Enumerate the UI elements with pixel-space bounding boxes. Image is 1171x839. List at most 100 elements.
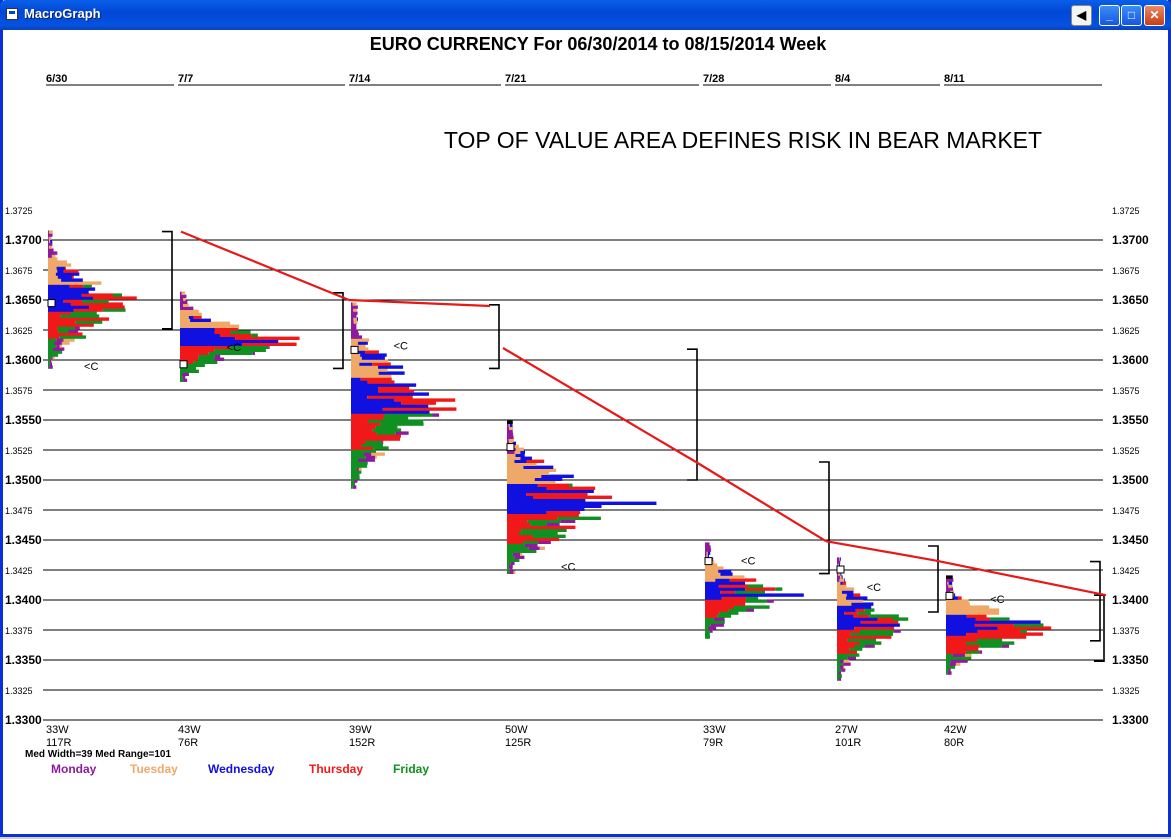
tpo-bar bbox=[720, 572, 732, 575]
tpo-bar bbox=[977, 638, 1002, 641]
tpo-bar bbox=[708, 551, 710, 554]
tpo-bar bbox=[351, 362, 359, 365]
tpo-bar bbox=[379, 371, 405, 374]
close-marker: <C bbox=[867, 582, 881, 594]
tpo-bar bbox=[180, 313, 202, 316]
tpo-bar bbox=[837, 560, 840, 563]
legend-friday: Friday bbox=[393, 762, 429, 776]
y-tick-label-right: 1.3475 bbox=[1112, 506, 1140, 516]
tpo-bar bbox=[946, 629, 978, 632]
tpo-bar bbox=[745, 587, 775, 590]
tpo-bar bbox=[384, 416, 409, 419]
tpo-bar bbox=[351, 485, 353, 488]
tpo-bar bbox=[946, 653, 952, 656]
tpo-bar bbox=[351, 455, 366, 458]
tpo-bar bbox=[50, 239, 52, 242]
tpo-bar bbox=[513, 571, 515, 574]
y-tick-label-right: 1.3350 bbox=[1112, 653, 1149, 667]
tpo-bar bbox=[70, 284, 83, 287]
tpo-bar bbox=[850, 632, 893, 635]
tpo-bar bbox=[856, 608, 865, 611]
tpo-bar bbox=[775, 587, 782, 590]
tpo-bar bbox=[351, 329, 358, 332]
tpo-bar bbox=[837, 608, 856, 611]
tpo-bar bbox=[351, 401, 401, 404]
tpo-bar bbox=[351, 305, 358, 308]
tpo-bar bbox=[837, 611, 844, 614]
tpo-bar bbox=[361, 443, 382, 446]
tpo-bar bbox=[507, 439, 509, 442]
y-tick-label-left: 1.3650 bbox=[5, 293, 42, 307]
tpo-bar bbox=[378, 365, 403, 368]
trend-line bbox=[935, 560, 1106, 595]
tpo-bar bbox=[705, 572, 720, 575]
tpo-bar bbox=[979, 650, 982, 653]
back-button[interactable]: ◀ bbox=[1071, 5, 1092, 26]
tpo-bar bbox=[509, 427, 513, 430]
tpo-bar bbox=[507, 478, 535, 481]
tpo-bar bbox=[351, 338, 369, 341]
tpo-bar bbox=[837, 635, 891, 638]
tpo-bar bbox=[967, 614, 987, 617]
tpo-bar bbox=[514, 460, 526, 463]
tpo-bar bbox=[507, 541, 523, 544]
tpo-bar bbox=[235, 337, 299, 340]
maximize-button[interactable]: □ bbox=[1121, 5, 1142, 26]
tpo-bar bbox=[851, 602, 873, 605]
tpo-bar bbox=[860, 629, 894, 632]
tpo-bar bbox=[351, 452, 363, 455]
tpo-bar bbox=[351, 431, 377, 434]
tpo-bar bbox=[214, 358, 224, 361]
y-tick-label-left: 1.3700 bbox=[5, 233, 42, 247]
tpo-bar bbox=[705, 584, 719, 587]
week-label: 7/7 bbox=[178, 73, 193, 85]
y-tick-label-right: 1.3300 bbox=[1112, 713, 1149, 727]
tpo-bar bbox=[849, 647, 862, 650]
tpo-bar bbox=[48, 278, 61, 281]
tpo-bar bbox=[362, 356, 385, 359]
value-area-bracket bbox=[928, 546, 938, 612]
tpo-bar bbox=[865, 644, 875, 647]
tpo-bar bbox=[507, 571, 509, 574]
tpo-bar bbox=[539, 541, 551, 544]
y-tick-label-left: 1.3500 bbox=[5, 473, 42, 487]
tpo-bar bbox=[351, 443, 361, 446]
tpo-bar bbox=[711, 623, 724, 626]
tpo-bar bbox=[746, 599, 767, 602]
y-tick-label-right: 1.3325 bbox=[1112, 686, 1140, 696]
tpo-bar bbox=[57, 326, 75, 329]
tpo-bar bbox=[351, 416, 384, 419]
tpo-bar bbox=[720, 590, 735, 593]
tpo-bar bbox=[837, 662, 843, 665]
tpo-bar bbox=[705, 581, 745, 584]
tpo-bar bbox=[62, 341, 70, 344]
tpo-bar bbox=[507, 481, 556, 484]
chart-title: EURO CURRENCY For 06/30/2014 to 08/15/20… bbox=[370, 34, 828, 54]
tpo-bar bbox=[946, 620, 1041, 623]
tpo-bar bbox=[52, 254, 55, 257]
tpo-bar bbox=[946, 575, 953, 578]
tpo-bar bbox=[48, 314, 60, 317]
close-button[interactable]: ✕ bbox=[1144, 5, 1165, 26]
tpo-bar bbox=[507, 502, 656, 505]
tpo-bar bbox=[180, 325, 239, 328]
tpo-bar bbox=[351, 461, 368, 464]
y-tick-label-left: 1.3600 bbox=[5, 353, 42, 367]
tpo-bar bbox=[351, 410, 430, 413]
tpo-bar bbox=[520, 457, 531, 460]
tpo-bar bbox=[365, 350, 379, 353]
tpo-bar bbox=[351, 326, 356, 329]
tpo-bar bbox=[180, 322, 230, 325]
tpo-bar bbox=[837, 581, 840, 584]
tpo-bar bbox=[357, 467, 359, 470]
tpo-bar bbox=[705, 548, 711, 551]
y-tick-label-left: 1.3625 bbox=[5, 326, 33, 336]
tpo-bar bbox=[705, 599, 746, 602]
tpo-bar bbox=[855, 644, 865, 647]
minimize-button[interactable]: _ bbox=[1099, 5, 1120, 26]
tpo-bar bbox=[351, 404, 428, 407]
tpo-bar bbox=[705, 566, 724, 569]
tpo-bar bbox=[351, 446, 373, 449]
title-bar[interactable]: MacroGraph ◀ _ □ ✕ bbox=[0, 0, 1171, 30]
y-tick-label-right: 1.3400 bbox=[1112, 593, 1149, 607]
